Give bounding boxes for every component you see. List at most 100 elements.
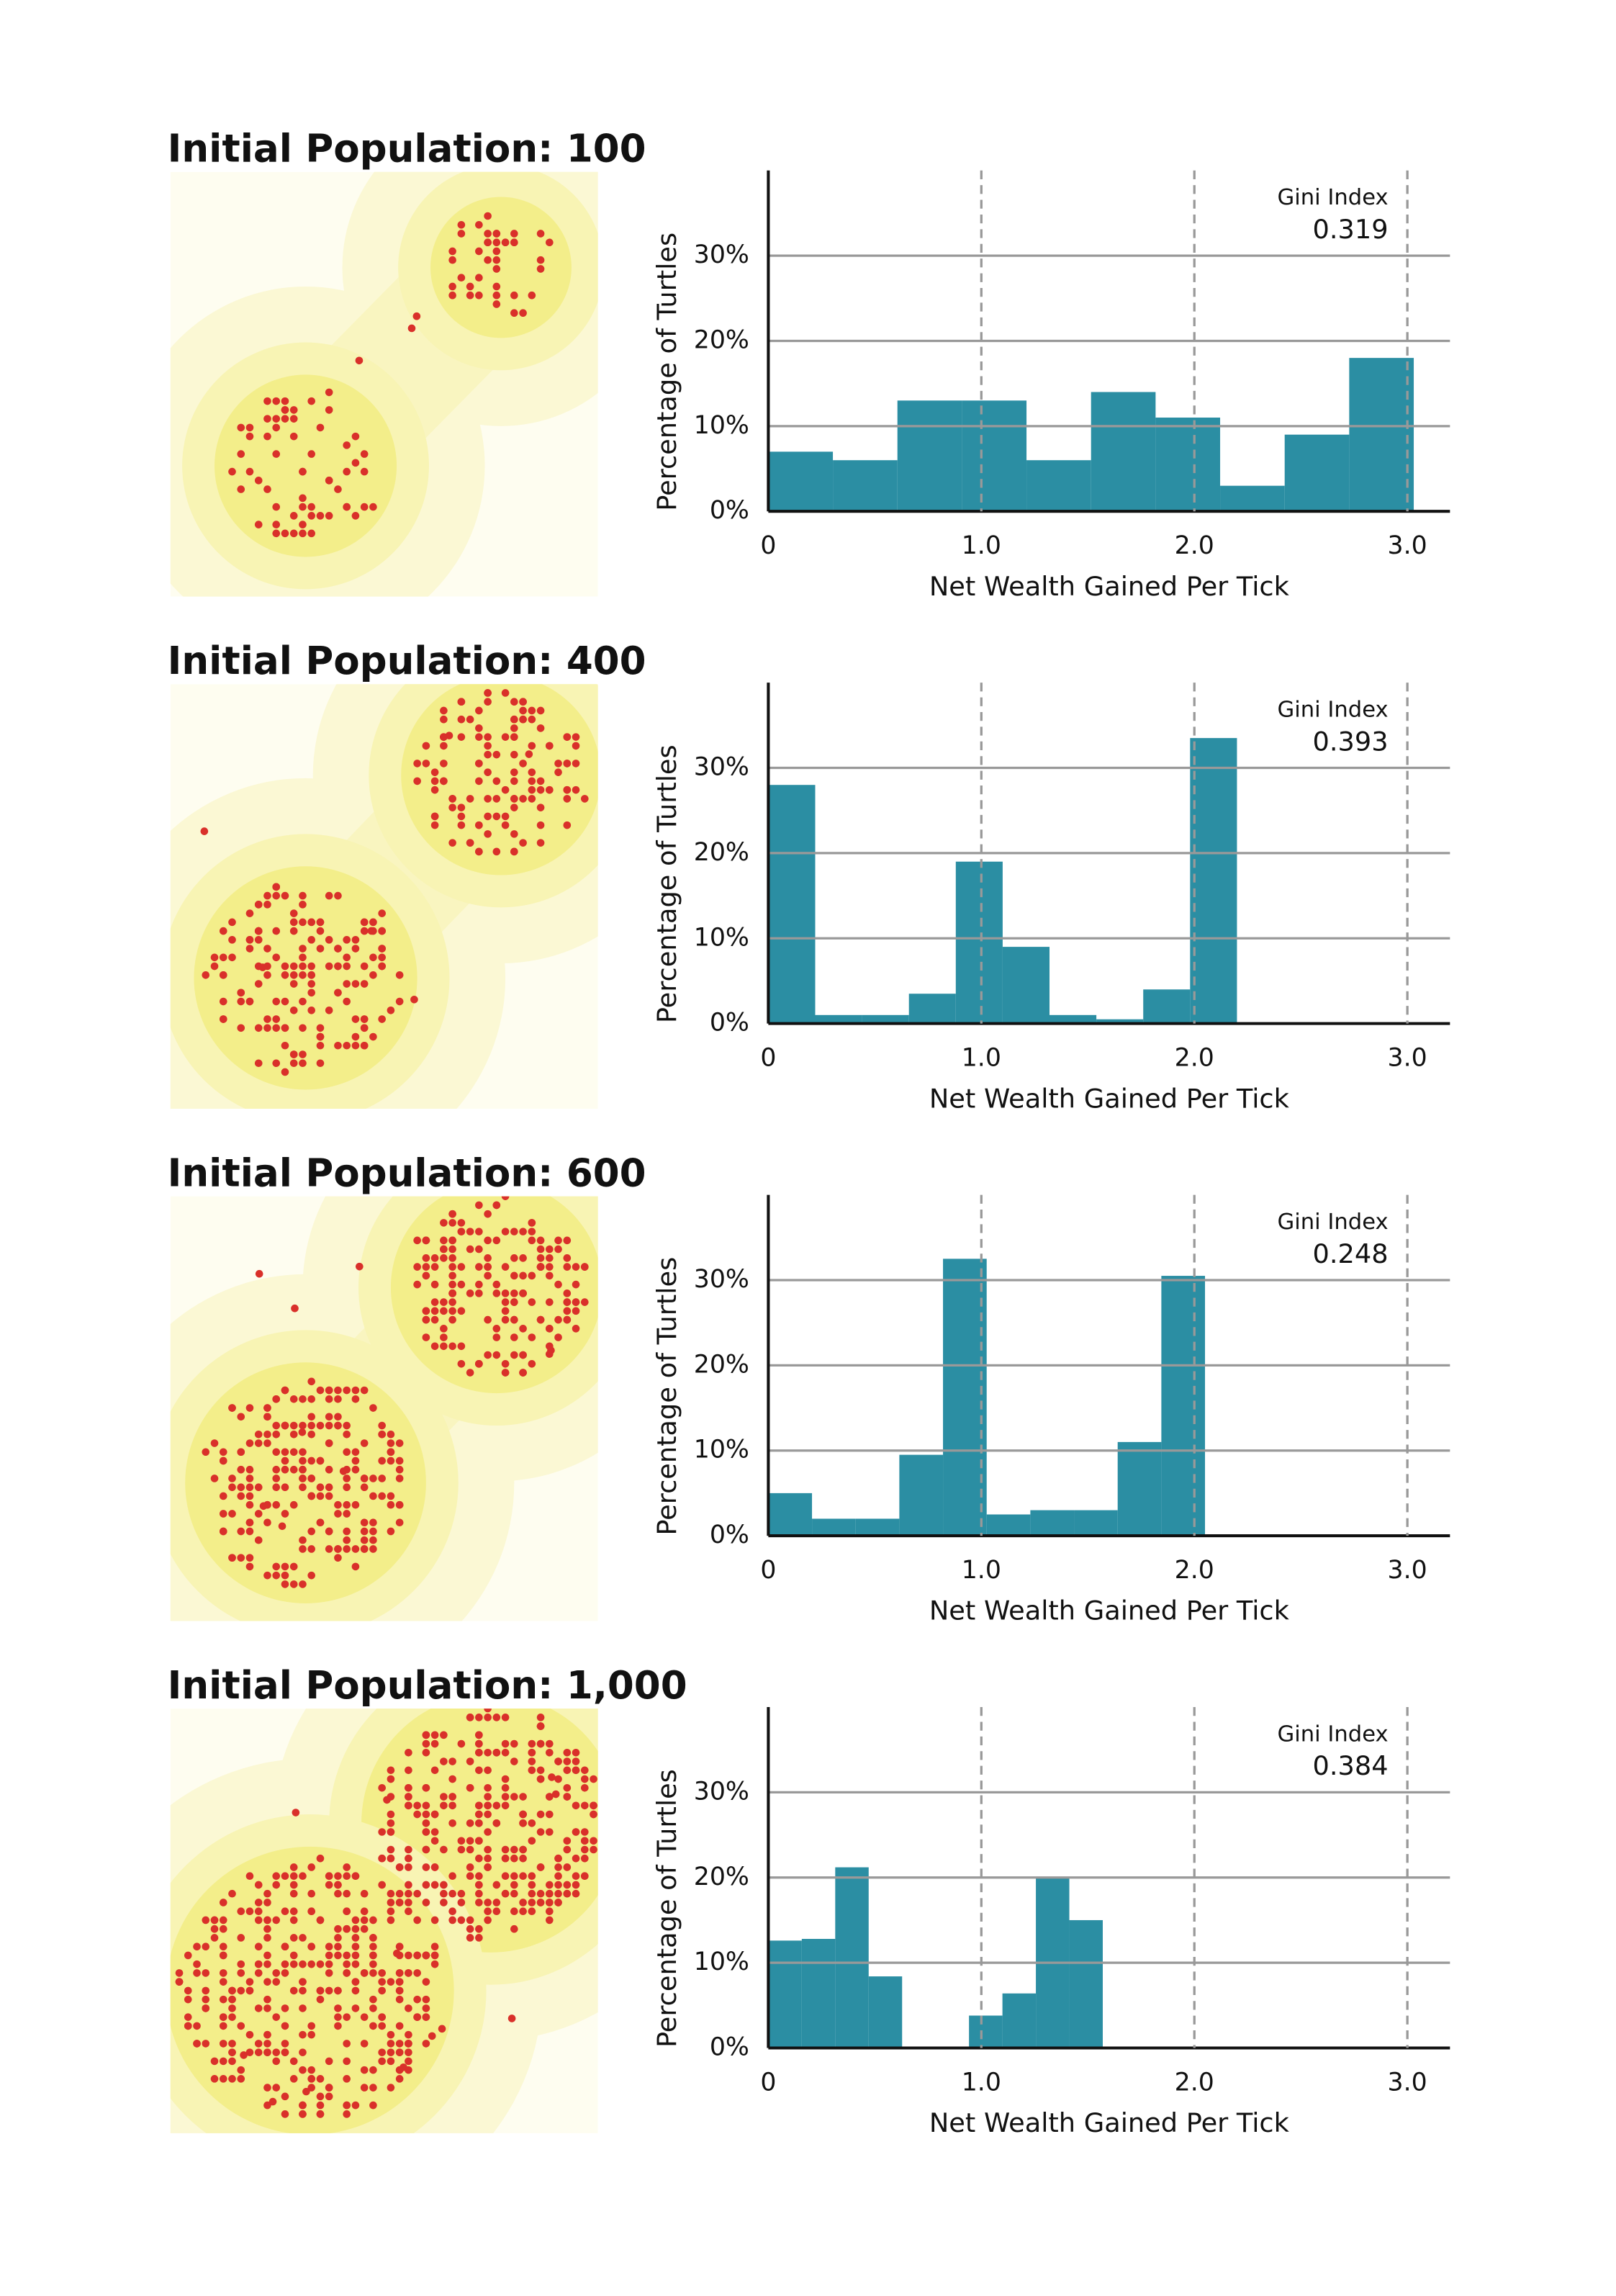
x-tick-label: 2.0: [1175, 1044, 1214, 1073]
turtle-dot: [422, 1271, 430, 1280]
bar: [768, 785, 816, 1024]
turtle-dot: [572, 1325, 580, 1333]
turtle-dot: [351, 980, 360, 988]
turtle-dot: [430, 1342, 439, 1351]
turtle-dot: [343, 1536, 351, 1544]
turtle-dot: [510, 1289, 518, 1297]
turtle-dot: [536, 785, 545, 794]
turtle-dot: [272, 1872, 281, 1881]
turtle-dot: [219, 1995, 227, 2004]
turtle-dot: [193, 1942, 201, 1950]
annotation-value: 0.319: [1313, 214, 1389, 245]
turtle-dot: [351, 1015, 360, 1023]
turtle-dot: [316, 1492, 325, 1500]
turtle-dot: [307, 1430, 316, 1439]
turtle-dot: [360, 1527, 369, 1536]
turtle-dot: [519, 1872, 527, 1881]
turtle-dot: [281, 1024, 289, 1032]
turtle-dot: [202, 2040, 210, 2048]
turtle-dot: [475, 724, 483, 732]
turtle-dot: [484, 1236, 492, 1245]
turtle-dot: [519, 839, 527, 847]
turtle-dot: [510, 1845, 518, 1854]
turtle-dot: [405, 1793, 412, 1801]
x-axis-label: Net Wealth Gained Per Tick: [929, 571, 1290, 602]
turtle-dot: [281, 2110, 289, 2118]
turtle-dot: [546, 1271, 554, 1280]
turtle-dot: [254, 1483, 263, 1492]
turtle-dot: [281, 2092, 289, 2101]
turtle-dot: [263, 415, 271, 423]
turtle-dot: [272, 1024, 281, 1032]
turtle-dot: [272, 1483, 281, 1492]
turtle-dot: [272, 1916, 281, 1924]
turtle-dot: [351, 1545, 360, 1553]
turtle-dot: [351, 1465, 360, 1474]
turtle-dot: [299, 494, 307, 503]
turtle-dot: [263, 1889, 271, 1898]
x-tick-label: 0: [760, 1044, 776, 1073]
turtle-dot: [430, 1810, 439, 1819]
turtle-dot: [387, 1775, 395, 1783]
turtle-dot: [475, 1739, 483, 1748]
turtle-dot: [422, 1801, 430, 1810]
turtle-dot: [272, 927, 281, 935]
turtle-dot: [528, 1298, 536, 1306]
turtle-dot: [307, 1527, 316, 1536]
turtle-dot: [263, 945, 271, 953]
turtle-dot: [307, 1545, 316, 1553]
turtle-dot: [202, 971, 210, 979]
turtle-dot: [510, 1924, 518, 1933]
turtle-dot: [572, 1307, 580, 1315]
turtle-dot: [466, 1934, 474, 1942]
turtle-dot: [484, 1766, 492, 1775]
turtle-dot: [572, 1757, 580, 1765]
turtle-dot: [334, 962, 342, 971]
turtle-dot: [278, 1522, 286, 1531]
turtle-dot: [400, 2063, 407, 2071]
turtle-dot: [554, 760, 562, 767]
turtle-dot: [263, 891, 271, 900]
turtle-dot: [369, 1527, 377, 1536]
turtle-dot: [422, 1995, 430, 2004]
turtle-dot: [281, 1960, 289, 1968]
turtle-dot: [466, 1289, 474, 1297]
turtle-dot: [405, 1854, 412, 1863]
turtle-dot: [510, 715, 518, 724]
turtle-dot: [299, 1050, 307, 1058]
turtle-dot: [519, 1325, 527, 1333]
turtle-dot: [492, 795, 501, 803]
turtle-dot: [580, 1298, 589, 1306]
turtle-dot: [501, 1872, 510, 1881]
turtle-dot: [325, 512, 333, 520]
turtle-dot: [492, 750, 501, 759]
turtle-dot: [528, 1899, 536, 1906]
turtle-dot: [572, 733, 580, 741]
turtle-dot: [228, 1986, 236, 1995]
turtle-dot: [484, 1801, 492, 1810]
turtle-dot: [334, 485, 342, 493]
turtle-dot: [519, 1819, 527, 1827]
turtle-dot: [281, 891, 289, 900]
turtle-dot: [413, 2013, 421, 2021]
turtle-dot: [307, 1395, 316, 1403]
turtle-dot: [228, 1404, 236, 1412]
turtle-dot: [430, 777, 439, 785]
turtle-dot: [378, 909, 386, 917]
turtle-dot: [475, 1280, 483, 1289]
turtle-dot: [360, 2066, 369, 2074]
turtle-dot: [281, 2040, 289, 2048]
turtle-dot: [501, 1845, 510, 1854]
annotation-value: 0.393: [1313, 726, 1389, 757]
y-tick-label: 30%: [694, 1265, 749, 1294]
turtle-dot: [492, 1280, 501, 1289]
turtle-dot: [289, 529, 298, 538]
turtle-dot: [519, 1854, 527, 1863]
turtle-dot: [430, 1766, 439, 1775]
turtle-dot: [263, 901, 271, 909]
turtle-dot: [563, 1793, 572, 1801]
turtle-dot: [484, 256, 492, 264]
turtle-dot: [448, 1315, 456, 1324]
turtle-dot: [360, 927, 369, 935]
turtle-dot: [299, 2066, 307, 2074]
